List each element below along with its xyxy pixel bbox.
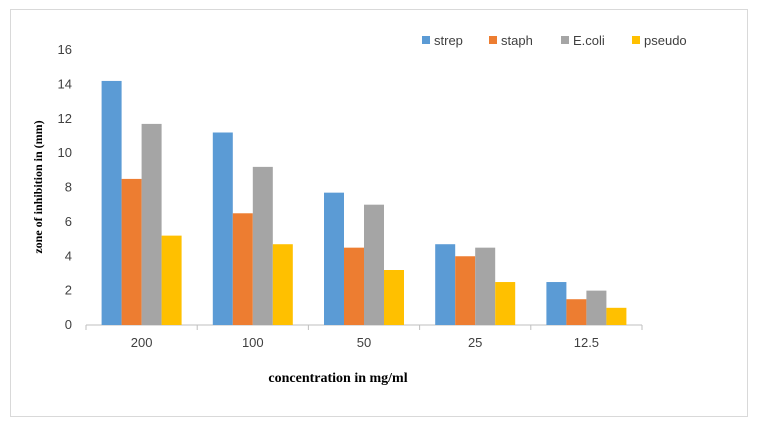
bar-pseudo-12-5 [606,307,627,325]
legend-swatch [561,36,569,44]
legend-swatch [422,36,430,44]
y-axis: 0 2 4 6 8 10 12 14 16 [58,42,72,332]
bar-strep-50 [324,192,344,325]
legend-label: strep [434,33,463,48]
y-axis-title: zone of inhibition in (mm) [31,120,45,253]
bar-strep-25 [435,244,456,325]
bar-staph-100 [232,213,253,325]
bar-pseudo-25 [495,282,516,325]
legend-label: staph [501,33,533,48]
x-tick-label: 200 [131,335,153,350]
x-axis: 200 100 50 25 12.5 [85,324,643,350]
x-axis-title: concentration in mg/ml [268,371,407,386]
y-tick-label: 14 [58,76,72,91]
y-tick-label: 6 [65,214,72,229]
x-tick-label: 12.5 [574,335,599,350]
bar-strep-12-5 [546,282,567,325]
y-tick-label: 10 [58,145,72,160]
bars [101,80,627,325]
bar-pseudo-200 [161,235,182,325]
bar-e-coli-200 [141,123,162,325]
bar-e-coli-25 [475,247,496,325]
legend: strep staph E.coli pseudo [422,33,687,48]
y-tick-label: 12 [58,111,72,126]
bar-staph-12-5 [566,299,587,325]
x-tick-label: 50 [357,335,371,350]
legend-swatch [632,36,640,44]
bar-pseudo-100 [272,244,293,325]
legend-label: E.coli [573,33,605,48]
bar-staph-50 [344,247,364,325]
bar-strep-200 [101,80,122,325]
y-tick-label: 16 [58,42,72,57]
bar-e-coli-50 [364,204,384,325]
bar-pseudo-50 [384,270,404,325]
bar-e-coli-12-5 [586,290,607,325]
legend-swatch [489,36,497,44]
bar-staph-200 [121,178,142,325]
bar-strep-100 [212,132,233,325]
x-tick-label: 25 [468,335,482,350]
legend-label: pseudo [644,33,687,48]
x-tick-label: 100 [242,335,264,350]
y-tick-label: 4 [65,248,72,263]
y-tick-label: 8 [65,180,72,195]
y-tick-label: 2 [65,283,72,298]
bar-staph-25 [455,256,476,325]
y-tick-label: 0 [65,317,72,332]
bar-e-coli-100 [252,166,273,325]
